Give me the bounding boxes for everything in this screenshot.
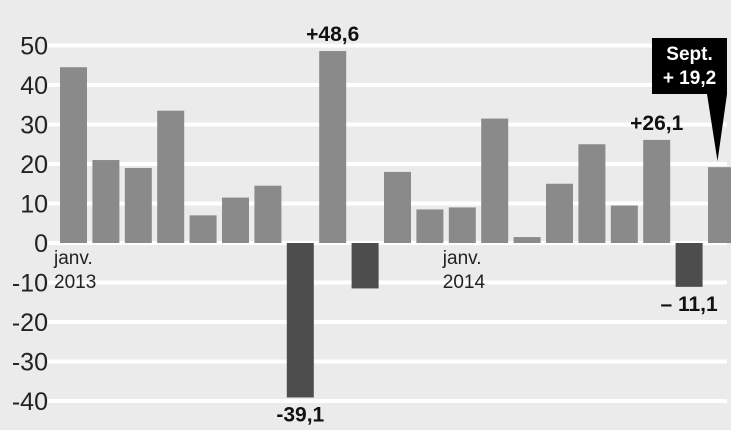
x-category-label: 2014 <box>443 272 486 293</box>
bar <box>92 160 120 243</box>
bar <box>351 243 379 289</box>
bar <box>189 215 217 243</box>
y-tick-label: -40 <box>12 388 48 416</box>
bar <box>448 207 476 243</box>
value-annotation: +26,1 <box>630 112 683 135</box>
callout-box <box>652 38 727 94</box>
y-tick-label: 30 <box>20 112 48 140</box>
y-tick-label: 20 <box>20 151 48 179</box>
bar <box>513 237 541 243</box>
y-tick-label: -30 <box>12 349 48 377</box>
y-tick-label: 0 <box>34 230 48 258</box>
y-tick-label: 10 <box>20 191 48 219</box>
bar <box>643 139 671 243</box>
callout-label: Sept. <box>666 44 712 65</box>
bar <box>416 209 444 243</box>
bar <box>546 183 573 243</box>
bar <box>286 243 314 398</box>
bar <box>222 197 249 243</box>
value-annotation: – 11,1 <box>660 293 718 316</box>
x-category-label: janv. <box>53 248 93 269</box>
bar <box>481 118 509 243</box>
callout-pointer <box>707 94 727 162</box>
value-annotation: -39,1 <box>276 403 324 426</box>
bar <box>675 243 703 287</box>
y-tick-label: 40 <box>20 72 48 100</box>
value-annotation: +48,6 <box>306 23 359 46</box>
bar <box>124 167 152 243</box>
bar <box>157 110 185 243</box>
bar <box>578 144 606 243</box>
x-category-label: janv. <box>442 248 482 269</box>
bar <box>384 171 411 243</box>
y-tick-label: 50 <box>20 33 48 61</box>
bar <box>60 67 87 243</box>
bar <box>610 205 638 243</box>
callout-value: + 19,2 <box>663 68 716 89</box>
y-tick-label: -10 <box>12 270 48 298</box>
x-category-label: 2013 <box>54 272 96 293</box>
bar <box>319 51 347 243</box>
bar <box>708 167 731 243</box>
bar <box>254 185 282 243</box>
y-tick-label: -20 <box>12 309 48 337</box>
